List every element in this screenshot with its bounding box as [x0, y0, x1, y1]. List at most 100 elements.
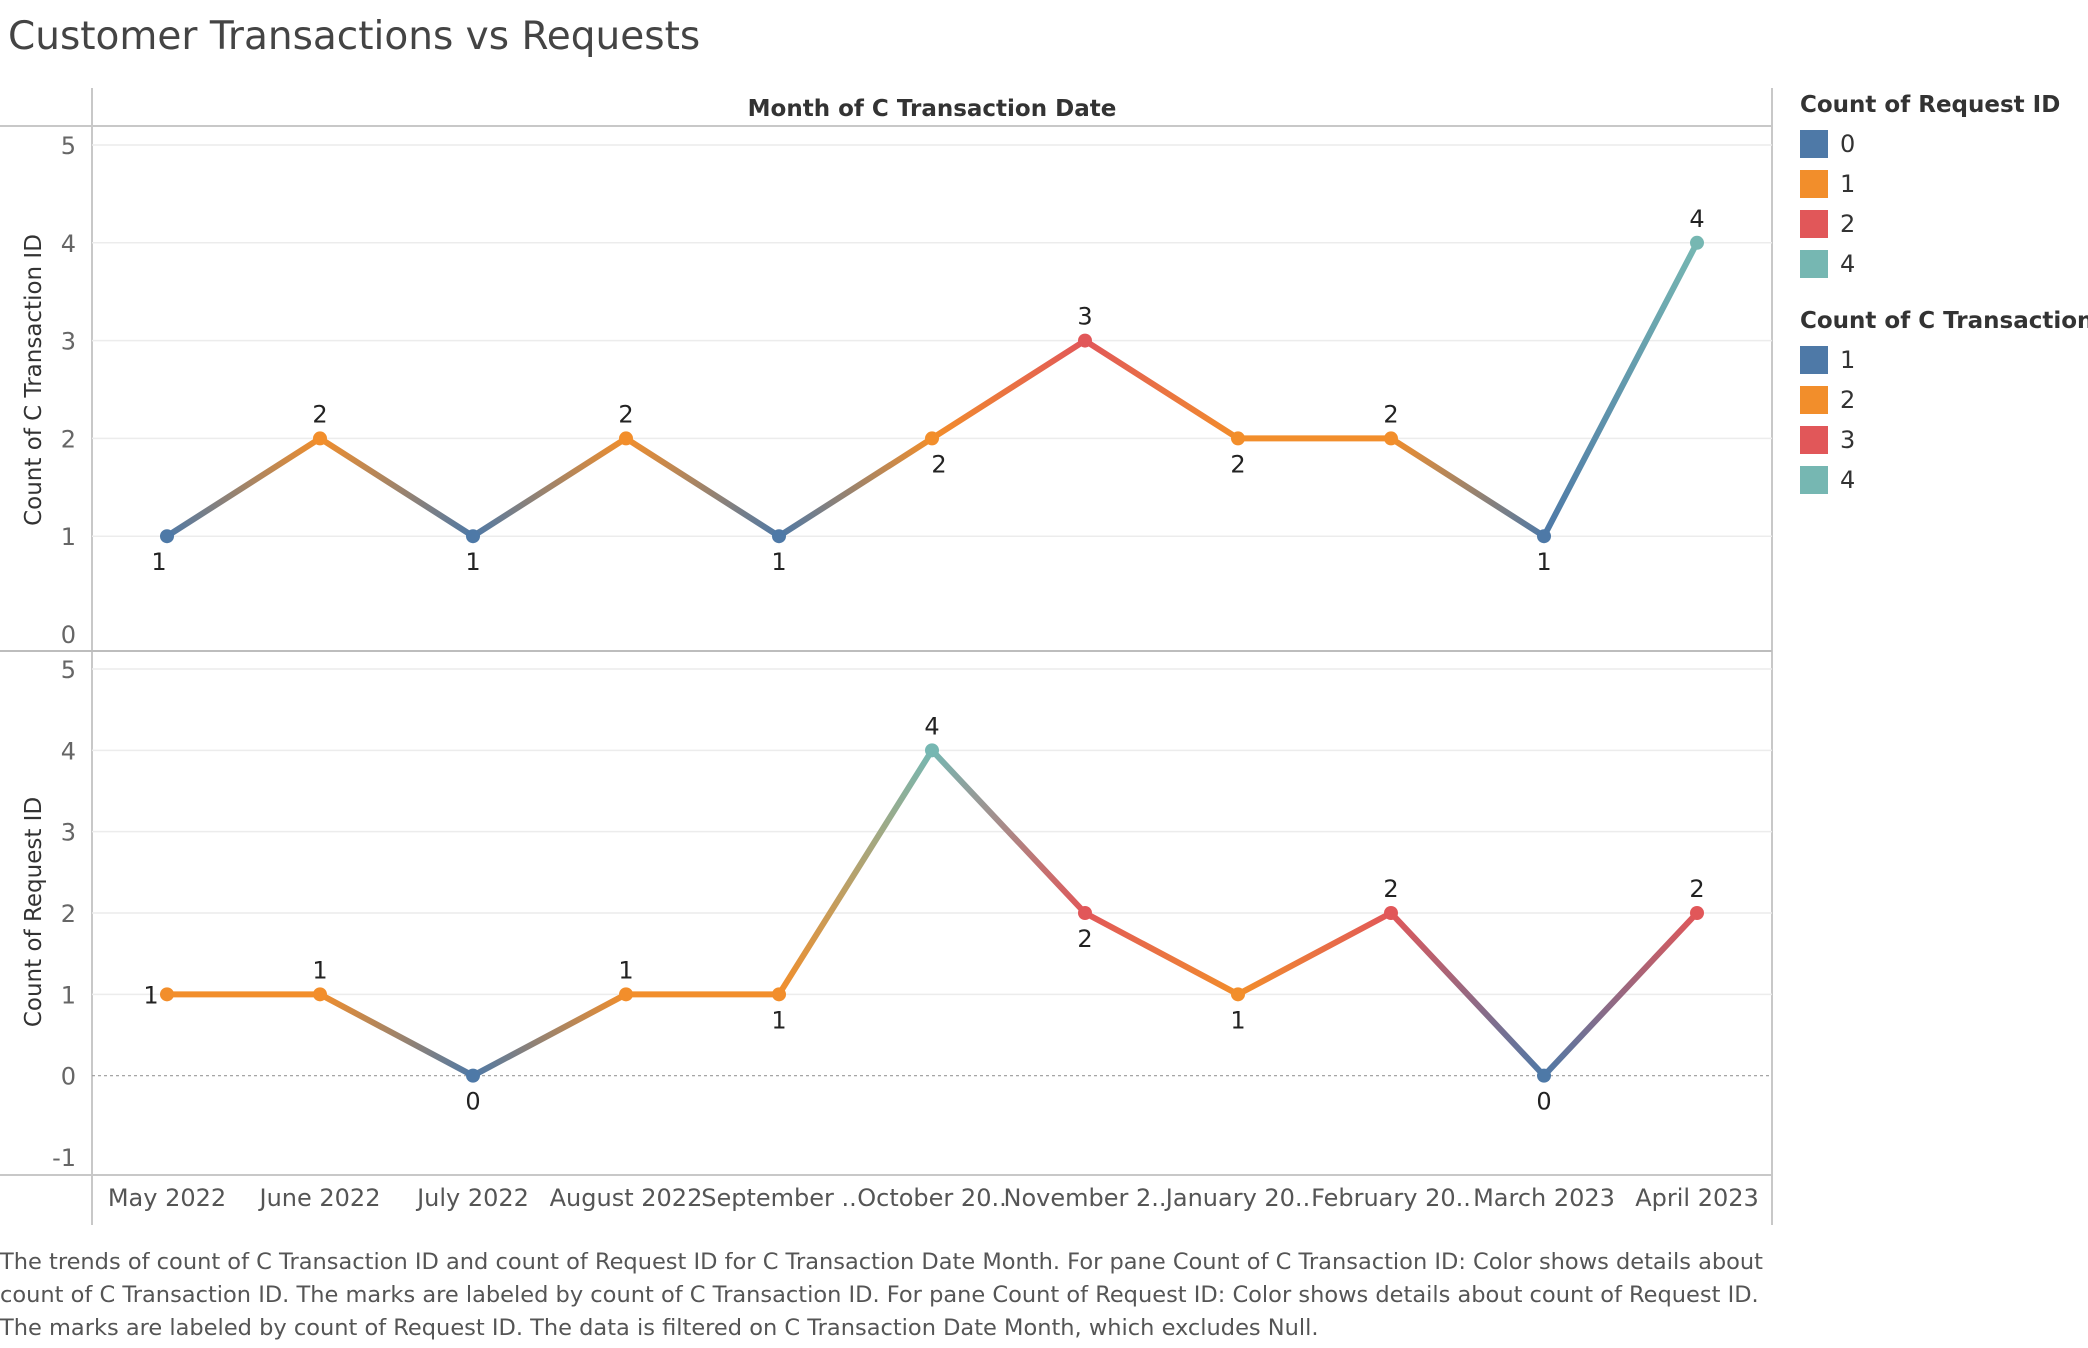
series-line-segment: [623, 435, 782, 540]
x-tick-label: May 2022: [108, 1184, 226, 1212]
series-line-segment: [1541, 239, 1700, 540]
legend-label: 3: [1840, 426, 1856, 454]
data-label: 1: [618, 956, 633, 984]
series-line-segment: [164, 435, 323, 540]
series-line-segment: [776, 747, 935, 998]
legend-swatch: [1800, 170, 1828, 198]
data-label: 1: [1230, 1006, 1245, 1034]
data-label: 1: [771, 548, 786, 576]
y-tick-label: -1: [52, 1144, 76, 1172]
data-label: 3: [1077, 303, 1092, 331]
legend-item[interactable]: 2: [1800, 204, 2060, 244]
column-header: Month of C Transaction Date: [748, 96, 1117, 122]
data-point: [313, 987, 327, 1002]
legend-swatch: [1800, 130, 1828, 158]
data-label: 1: [771, 1006, 786, 1034]
series-line-segment: [1541, 910, 1700, 1079]
series-line-segment: [1082, 337, 1241, 442]
data-label: 4: [924, 712, 939, 740]
data-label: 2: [1077, 925, 1092, 953]
data-label: 1: [151, 548, 166, 576]
data-label: 2: [1383, 400, 1398, 428]
legend-label: 2: [1840, 386, 1856, 414]
legend-item[interactable]: 4: [1800, 244, 2060, 284]
y-tick-label: 3: [61, 328, 76, 356]
legend-swatch: [1800, 386, 1828, 414]
chart-caption: The trends of count of C Transaction ID …: [0, 1246, 1800, 1345]
x-tick-label: August 2022: [550, 1184, 703, 1212]
legend-label: 4: [1840, 466, 1856, 494]
legend-item[interactable]: 1: [1800, 164, 2060, 204]
series-line-segment: [470, 991, 629, 1079]
y-tick-label: 4: [61, 230, 76, 258]
x-tick-label: November 2..: [1003, 1184, 1166, 1212]
legend-title: Count of Request ID: [1800, 92, 2061, 118]
data-point: [925, 743, 939, 758]
data-point: [160, 529, 174, 544]
data-label: 2: [1230, 450, 1245, 478]
data-point: [1384, 431, 1398, 446]
y-tick-label: 5: [61, 656, 76, 684]
x-tick-label: April 2023: [1635, 1184, 1759, 1212]
legend-item[interactable]: 4: [1800, 460, 2088, 500]
data-label: 0: [465, 1088, 480, 1116]
y-tick-label: 5: [61, 132, 76, 160]
legend-item[interactable]: 0: [1800, 124, 2060, 164]
data-point: [1384, 906, 1398, 920]
data-point: [1078, 906, 1092, 920]
y-axis-title: Count of C Transaction ID: [21, 234, 47, 526]
legend-swatch: [1800, 346, 1828, 374]
data-point: [925, 431, 939, 446]
data-point: [1537, 529, 1551, 544]
series-line-segment: [1388, 910, 1547, 1079]
legend-label: 2: [1840, 210, 1856, 238]
data-label: 2: [931, 450, 946, 478]
legend-item[interactable]: 3: [1800, 420, 2088, 460]
legend-swatch: [1800, 210, 1828, 238]
series-line-segment: [776, 435, 935, 540]
x-tick-label: October 20..: [857, 1184, 1006, 1212]
data-label: 1: [312, 956, 327, 984]
data-label: 4: [1689, 205, 1704, 233]
legend-label: 4: [1840, 250, 1856, 278]
legend-label: 1: [1840, 170, 1856, 198]
data-point: [619, 987, 633, 1002]
y-tick-label: 2: [61, 900, 76, 928]
data-point: [772, 529, 786, 544]
series-line-segment: [317, 991, 476, 1079]
legend-item[interactable]: 1: [1800, 340, 2088, 380]
series-line-segment: [929, 747, 1088, 916]
legend-swatch: [1800, 466, 1828, 494]
series-line-segment: [470, 435, 629, 540]
y-tick-label: 0: [61, 621, 76, 649]
caption-line: count of C Transaction ID. The marks are…: [0, 1282, 1759, 1308]
legend-item[interactable]: 2: [1800, 380, 2088, 420]
data-label: 0: [1536, 1088, 1551, 1116]
data-point: [1231, 431, 1245, 446]
data-label: 1: [465, 548, 480, 576]
data-point: [1231, 987, 1245, 1002]
legend-title: Count of C Transaction ID: [1800, 308, 2088, 334]
data-point: [160, 987, 174, 1002]
data-label: 2: [1383, 875, 1398, 903]
data-label: 2: [1689, 875, 1704, 903]
data-point: [1078, 333, 1092, 348]
data-point: [1690, 906, 1704, 920]
data-point: [1690, 235, 1704, 250]
data-point: [772, 987, 786, 1002]
legend-request-id: Count of Request ID 0 1 2 4: [1800, 92, 2060, 284]
legend-transaction-id: Count of C Transaction ID 1 2 3 4: [1800, 308, 2088, 500]
x-tick-label: June 2022: [258, 1184, 381, 1212]
y-tick-label: 0: [61, 1063, 76, 1091]
x-tick-label: March 2023: [1473, 1184, 1615, 1212]
data-label: 2: [618, 400, 633, 428]
y-tick-label: 1: [61, 523, 76, 551]
legend-swatch: [1800, 426, 1828, 454]
series-line-segment: [1388, 435, 1547, 540]
series-line-segment: [317, 435, 476, 540]
y-axis-title: Count of Request ID: [21, 797, 47, 1027]
legend-swatch: [1800, 250, 1828, 278]
x-tick-label: July 2022: [415, 1184, 529, 1212]
y-tick-label: 4: [61, 737, 76, 765]
